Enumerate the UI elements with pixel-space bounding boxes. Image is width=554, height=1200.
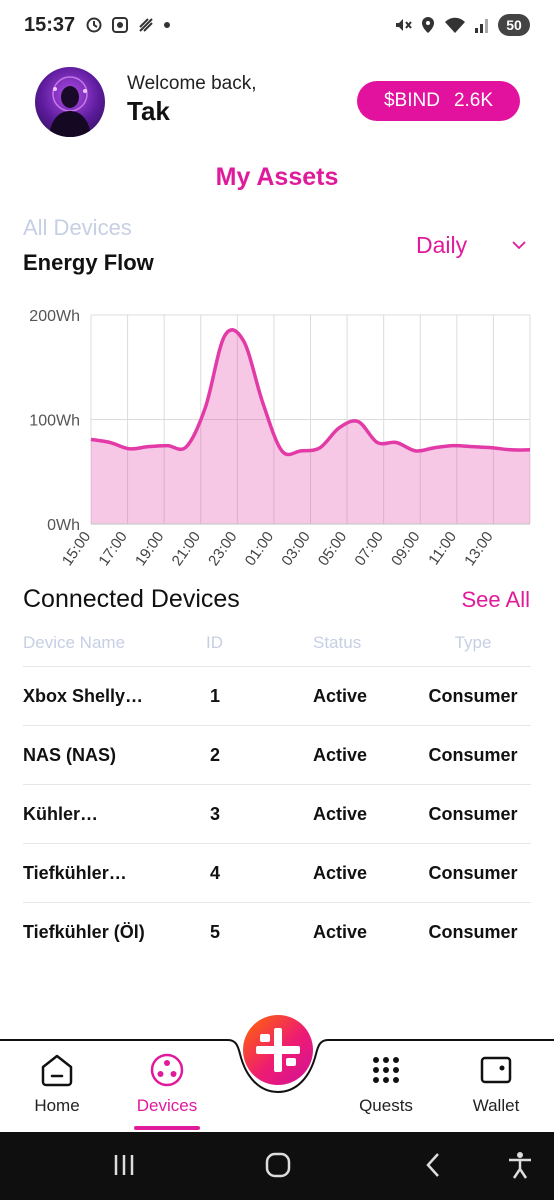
device-id: 3 <box>210 803 221 824</box>
nav-quests-label: Quests <box>359 1096 413 1115</box>
x-tick-label: 13:00 <box>461 529 496 570</box>
refresh-icon <box>86 17 102 33</box>
home-button-icon[interactable] <box>264 1150 292 1180</box>
device-status: Active <box>313 744 368 765</box>
device-type: Consumer <box>428 922 518 942</box>
status-left-icons <box>85 16 171 34</box>
device-name: Tiefkühler… <box>23 862 127 883</box>
token-label: $BIND <box>383 90 440 111</box>
battery-indicator: 50 <box>498 14 530 36</box>
series-line <box>90 328 531 457</box>
connected-devices-title: Connected Devices <box>23 585 240 613</box>
page-title: My Assets <box>215 163 339 191</box>
column-header-id: ID <box>206 633 223 652</box>
device-type: Consumer <box>428 862 518 883</box>
bottom-nav: Home Devices Quests <box>0 1020 554 1132</box>
series-area <box>91 329 530 524</box>
nav-wallet-label: Wallet <box>472 1096 520 1115</box>
grid-dots-icon <box>373 1057 399 1083</box>
see-all-link[interactable]: See All <box>461 587 531 612</box>
device-status: Active <box>313 685 368 706</box>
status-right-icons: 50 <box>394 14 530 36</box>
table-header: Device Name ID Status Type <box>23 620 531 667</box>
token-value: 2.6K <box>453 90 494 111</box>
wifi-icon <box>445 17 465 33</box>
system-nav-bar <box>0 1132 554 1200</box>
signal-off-icon <box>139 18 153 32</box>
status-time: 15:37 <box>24 14 76 36</box>
nav-wallet[interactable]: Wallet <box>441 1050 551 1116</box>
y-tick-label: 200Wh <box>29 308 80 325</box>
column-header-device-name: Device Name <box>23 633 126 652</box>
x-tick-label: 23:00 <box>205 529 240 570</box>
nav-home-label: Home <box>34 1096 80 1115</box>
device-status: Active <box>313 862 368 883</box>
device-status: Active <box>313 922 368 942</box>
x-tick-label: 11:00 <box>425 529 460 569</box>
x-tick-label: 15:00 <box>59 529 94 570</box>
device-type: Consumer <box>428 744 518 765</box>
column-header-type: Type <box>454 633 492 652</box>
home-icon <box>41 1054 73 1087</box>
avatar-portrait-icon <box>49 76 91 137</box>
chevron-down-icon[interactable] <box>510 236 528 254</box>
device-id: 5 <box>210 922 221 942</box>
table-row[interactable]: Xbox Shelly… 1 Active Consumer <box>23 667 531 726</box>
device-name: NAS (NAS) <box>23 744 116 765</box>
device-name: Tiefkühler (Öl) <box>23 922 145 942</box>
username: Tak <box>127 96 170 126</box>
device-status: Active <box>313 803 368 824</box>
center-action-button[interactable] <box>243 1015 313 1085</box>
nav-bar-outline <box>0 1039 554 1094</box>
devices-table: Device Name ID Status Type Xbox Shelly… … <box>23 620 531 962</box>
device-id: 1 <box>210 685 221 706</box>
nav-home[interactable]: Home <box>2 1050 112 1116</box>
welcome-text: Welcome back, <box>127 73 257 94</box>
device-scope-filter[interactable]: All Devices <box>23 215 132 240</box>
avatar[interactable] <box>35 67 105 137</box>
device-name: Kühler… <box>23 803 99 824</box>
device-name: Xbox Shelly… <box>23 685 144 706</box>
x-tick-label: 17:00 <box>95 529 130 570</box>
nav-devices[interactable]: Devices <box>112 1050 222 1116</box>
y-tick-label: 0Wh <box>47 517 80 534</box>
y-tick-label: 100Wh <box>29 413 80 430</box>
accessibility-icon[interactable] <box>506 1150 534 1180</box>
status-bar: 15:37 50 <box>0 0 554 52</box>
back-icon[interactable] <box>422 1150 444 1180</box>
table-row[interactable]: Tiefkühler… 4 Active Consumer <box>23 844 531 903</box>
period-select[interactable]: Daily <box>416 232 468 258</box>
device-id: 2 <box>210 744 221 765</box>
mute-icon <box>396 19 412 31</box>
nav-devices-label: Devices <box>136 1096 198 1115</box>
device-type: Consumer <box>428 803 518 824</box>
x-tick-label: 09:00 <box>388 529 423 570</box>
energy-flow-chart: 0Wh 100Wh 200Wh 15:00 17:00 19:00 21:00 23:00 01… <box>29 308 531 570</box>
x-tick-label: 03:00 <box>278 529 313 570</box>
x-tick-label: 05:00 <box>315 529 350 570</box>
nav-quests[interactable]: Quests <box>331 1050 441 1116</box>
token-balance-button[interactable]: $BIND 2.6K <box>357 81 520 121</box>
location-icon <box>422 17 434 33</box>
chart-title: Energy Flow <box>23 250 154 275</box>
screenshot-icon <box>112 17 128 33</box>
device-type: Consumer <box>428 685 518 706</box>
x-tick-label: 19:00 <box>132 529 167 570</box>
x-tick-label: 01:00 <box>242 529 277 570</box>
column-header-status: Status <box>313 633 362 652</box>
device-id: 4 <box>210 862 221 883</box>
x-tick-label: 07:00 <box>351 529 386 570</box>
dot-icon <box>164 22 170 28</box>
recent-apps-icon[interactable] <box>112 1150 136 1180</box>
nav-active-indicator <box>134 1126 200 1130</box>
bind-logo-icon <box>256 1028 300 1072</box>
table-row[interactable]: NAS (NAS) 2 Active Consumer <box>23 726 531 785</box>
devices-icon <box>150 1053 184 1087</box>
x-tick-label: 21:00 <box>169 529 204 570</box>
table-row[interactable]: Kühler… 3 Active Consumer <box>23 785 531 844</box>
cell-signal-icon <box>475 19 488 33</box>
wallet-icon <box>480 1056 512 1084</box>
table-row[interactable]: Tiefkühler (Öl) 5 Active Consumer <box>23 903 531 962</box>
